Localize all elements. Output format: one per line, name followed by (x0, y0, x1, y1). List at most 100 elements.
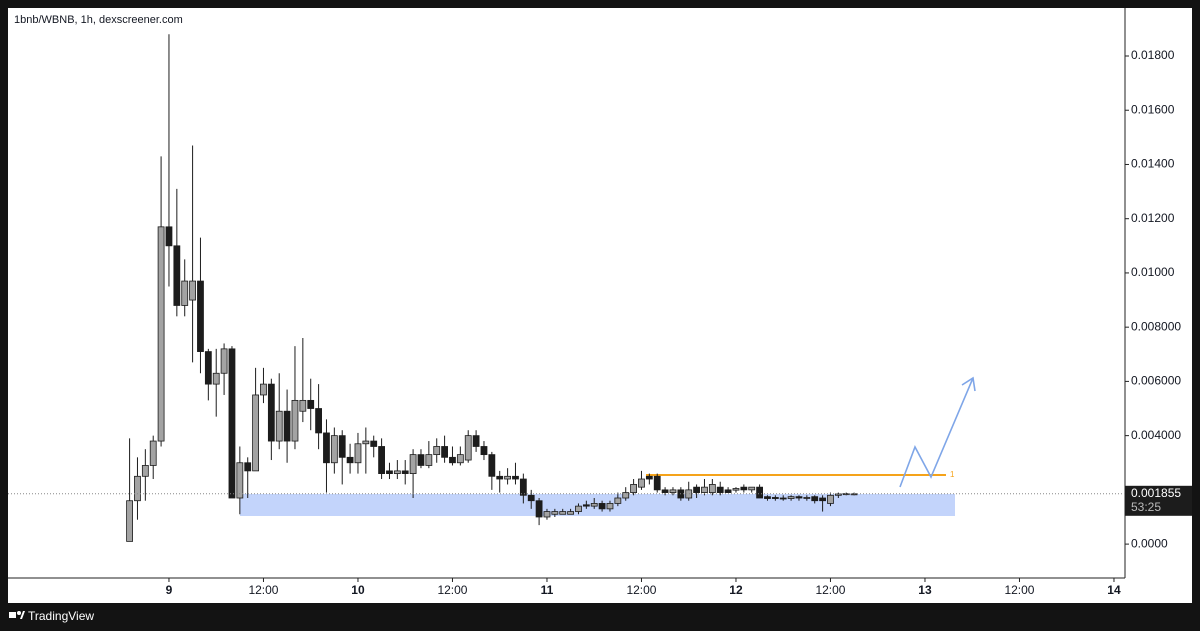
x-tick-label: 10 (351, 583, 365, 597)
x-tick-label: 12:00 (1004, 583, 1034, 597)
x-tick-label: 9 (166, 583, 173, 597)
candle-body (449, 456, 456, 464)
candle-body (512, 475, 519, 480)
candle-body (181, 280, 189, 306)
candle-body (456, 454, 464, 464)
candle-body (409, 454, 417, 474)
candle-body (701, 486, 708, 493)
arrow-head (961, 376, 976, 392)
branding: TradingView (28, 609, 94, 623)
candle-body (189, 280, 196, 301)
last-price-box (1125, 485, 1192, 516)
x-tick-label: 12 (729, 583, 743, 597)
candle-body (386, 470, 393, 474)
candle-body (204, 351, 212, 385)
candle-body (212, 372, 220, 385)
candle-body (157, 226, 165, 442)
candle-body (559, 511, 567, 515)
candle-body (685, 489, 693, 499)
y-tick-label: 0.008000 (1131, 319, 1181, 333)
candle-body (614, 497, 622, 504)
candle-body (433, 446, 441, 456)
candle-body (795, 496, 803, 499)
candle-body (425, 454, 433, 466)
candle-body (496, 475, 504, 480)
candle-body (291, 399, 299, 442)
candle-body (401, 470, 409, 474)
candle-body (354, 443, 362, 464)
candle-body (480, 446, 488, 456)
candle-body (764, 496, 771, 499)
candle-body (787, 496, 795, 499)
x-tick-label: 14 (1107, 583, 1121, 597)
candle-body (307, 399, 315, 409)
tv-logo (9, 611, 25, 619)
x-tick-label: 12:00 (248, 583, 278, 597)
candle-body (645, 475, 653, 480)
candle-body (567, 511, 574, 515)
candle-body (283, 410, 291, 442)
candle-body (638, 478, 645, 488)
candle-body (598, 503, 606, 510)
x-tick-label: 11 (541, 583, 554, 597)
candle-body (504, 475, 511, 480)
candle-body (708, 484, 716, 493)
candle-body (771, 497, 779, 499)
candle-body (811, 496, 819, 502)
candle-body (669, 489, 677, 493)
candle-body (197, 280, 204, 352)
candle-body (173, 245, 181, 306)
candle-body (779, 497, 787, 500)
countdown: 53:25 (1131, 500, 1161, 514)
candle-body (472, 435, 480, 447)
y-tick-label: 0.0000 (1131, 536, 1168, 550)
projection-arrow (899, 377, 974, 488)
candle-body (149, 440, 157, 466)
candle-body (141, 465, 149, 477)
candle-body (244, 462, 252, 472)
last-price-label: 0.001855 (1131, 486, 1181, 500)
candle-body (338, 435, 346, 458)
x-tick-label: 12:00 (815, 583, 845, 597)
candle-body (260, 383, 267, 396)
y-tick-label: 0.01200 (1131, 211, 1175, 225)
candle-body (315, 408, 322, 434)
candle-body (362, 440, 370, 445)
candle-body (756, 486, 763, 499)
candle-body (236, 462, 244, 499)
candle-body (323, 432, 330, 464)
candle-body (527, 494, 535, 502)
candle-body (732, 488, 740, 491)
y-tick-label: 0.01000 (1131, 265, 1175, 279)
candle-body (582, 504, 590, 507)
candle-body (134, 475, 141, 502)
candle-body (417, 454, 425, 466)
candle-body (622, 492, 630, 499)
y-tick-label: 0.01600 (1131, 102, 1175, 116)
candle-body (748, 486, 756, 491)
candle-body (661, 489, 669, 493)
candle-body (441, 446, 448, 458)
level-label: 1 (950, 470, 955, 479)
candle-body (653, 475, 661, 491)
candle-body (220, 348, 228, 374)
y-tick-label: 0.006000 (1131, 374, 1181, 388)
x-tick-label: 12:00 (626, 583, 656, 597)
candle-body (488, 454, 496, 477)
candle-body (551, 511, 559, 515)
candle-body (724, 489, 732, 493)
candle-body (228, 348, 236, 499)
candle-body (575, 505, 582, 512)
candle-body (606, 503, 614, 510)
chart-title: 1bnb/WBNB, 1h, dexscreener.com (14, 14, 183, 26)
candle-body (275, 410, 283, 442)
candle-body (740, 486, 748, 491)
candle-body (834, 493, 842, 496)
y-tick-label: 0.01800 (1131, 48, 1175, 62)
candle-body (299, 399, 307, 412)
candle-body (165, 226, 173, 247)
x-tick-label: 12:00 (437, 583, 467, 597)
candle-body (819, 497, 826, 502)
